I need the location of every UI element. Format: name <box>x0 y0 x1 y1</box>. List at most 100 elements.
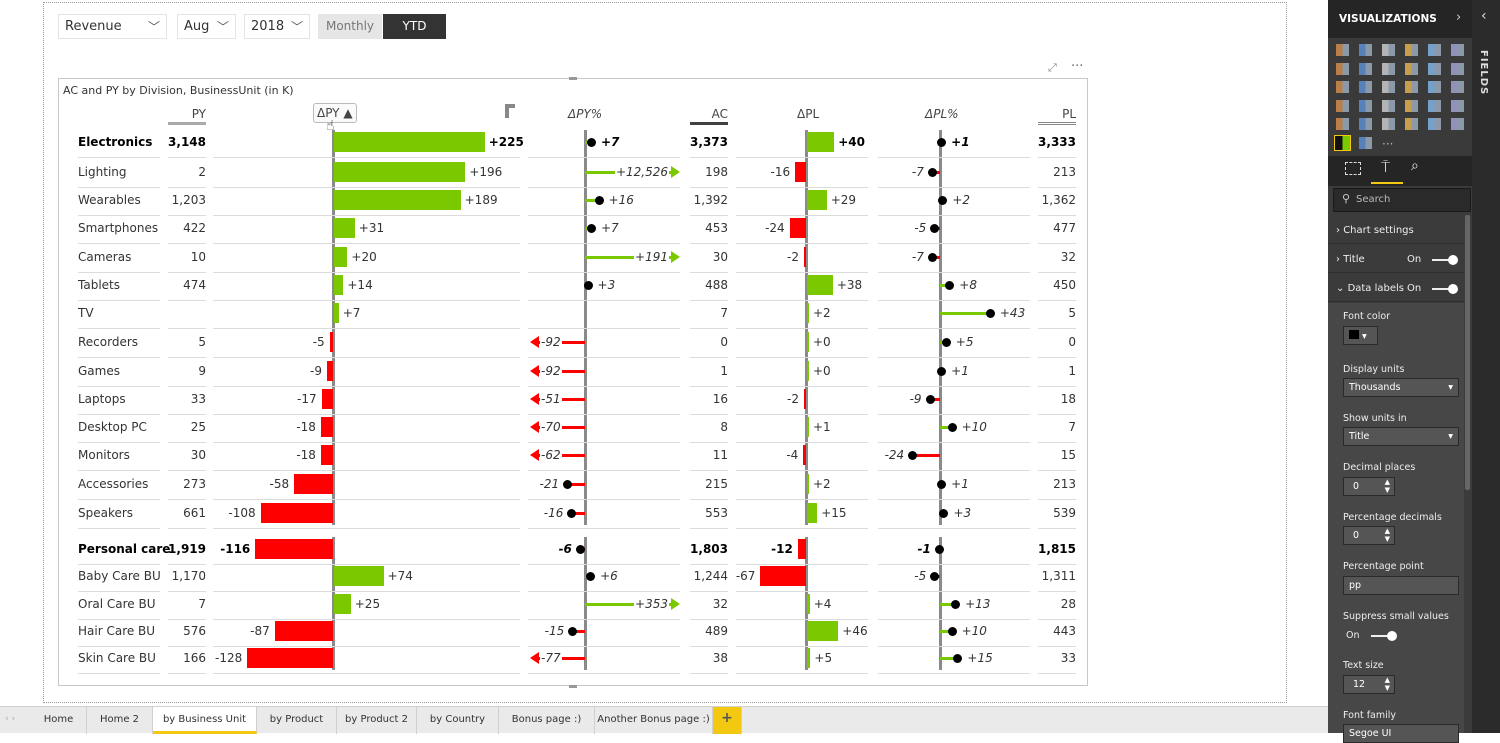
visual-type-icon[interactable] <box>1428 62 1441 75</box>
dpy-pct-pin-line[interactable] <box>585 256 672 259</box>
dpl-pct-pin-dot[interactable] <box>941 338 951 347</box>
dpl-pct-pin-dot[interactable] <box>930 224 940 233</box>
dpl-bar[interactable] <box>789 218 806 238</box>
dpl-bar[interactable] <box>807 132 835 152</box>
scroll-tabs-left-icon[interactable]: ‹ › <box>5 714 16 724</box>
dpl-pct-pin-dot[interactable] <box>951 600 961 609</box>
monthly-button[interactable]: Monthly <box>318 14 382 39</box>
page-tab[interactable]: Home 2 <box>87 707 153 734</box>
visual-type-icon[interactable] <box>1428 44 1441 56</box>
dpl-pct-pin-dot[interactable] <box>927 253 937 262</box>
dpy-pct-pin-dot[interactable] <box>575 545 585 554</box>
stepper-arrows-icon[interactable]: ▲ ▼ <box>1384 478 1390 494</box>
dpl-pct-pin-dot[interactable] <box>927 168 937 177</box>
visual-type-icon[interactable] <box>1336 99 1349 112</box>
resize-handle[interactable] <box>569 685 577 688</box>
section-chart-settings[interactable]: › Chart settings <box>1328 216 1464 244</box>
font-color-picker[interactable]: ▾ <box>1343 326 1378 345</box>
dpy-pct-pin-dot[interactable] <box>586 224 596 233</box>
row-name[interactable]: Lighting <box>78 165 127 179</box>
dpl-bar[interactable] <box>807 190 827 210</box>
dpl-bar[interactable] <box>797 539 806 559</box>
month-slicer[interactable]: Aug ﹀ <box>177 14 236 39</box>
header-py[interactable]: PY <box>168 107 206 125</box>
dpl-bar[interactable] <box>807 361 809 381</box>
row-name[interactable]: Games <box>78 364 120 378</box>
data-labels-toggle[interactable] <box>1432 284 1458 294</box>
dpy-bar[interactable] <box>321 389 333 409</box>
focus-mode-icon[interactable]: ⤢ <box>1048 61 1057 74</box>
dpy-bar[interactable] <box>255 539 333 559</box>
dpl-bar[interactable] <box>807 417 809 437</box>
visual-type-icon[interactable] <box>1451 44 1464 56</box>
dpy-pct-pin-dot[interactable] <box>567 509 577 518</box>
visual-type-icon[interactable] <box>1359 99 1372 112</box>
visual-type-icon[interactable] <box>1382 118 1395 130</box>
visual-type-icon[interactable] <box>1451 99 1464 112</box>
header-dpy-pct[interactable]: ΔPY% <box>568 107 603 121</box>
row-name[interactable]: Baby Care BU <box>78 569 161 583</box>
row-name[interactable]: Wearables <box>78 193 141 207</box>
dpl-bar[interactable] <box>795 162 806 182</box>
visual-type-icon[interactable] <box>1359 81 1372 93</box>
pct-decimals-stepper[interactable]: 0 ▲ ▼ <box>1343 526 1395 545</box>
dpl-pct-pin-dot[interactable] <box>937 138 947 147</box>
dpl-pct-pin-dot[interactable] <box>908 451 918 460</box>
dpl-pct-pin-line[interactable] <box>940 312 990 315</box>
header-dpl[interactable]: ΔPL <box>797 107 820 121</box>
dpl-bar[interactable] <box>807 474 809 494</box>
row-name[interactable]: Cameras <box>78 250 132 264</box>
row-name[interactable]: Electronics <box>78 135 153 149</box>
dpl-pct-pin-dot[interactable] <box>985 309 995 318</box>
year-slicer[interactable]: 2018 ﹀ <box>244 14 310 39</box>
suppress-toggle[interactable] <box>1371 631 1397 641</box>
dpy-bar[interactable] <box>247 648 333 668</box>
dpl-pct-pin-dot[interactable] <box>937 367 947 376</box>
row-name[interactable]: Hair Care BU <box>78 624 156 638</box>
dpl-bar[interactable] <box>807 648 811 668</box>
dpl-pct-pin-dot[interactable] <box>937 480 947 489</box>
row-name[interactable]: Personal care <box>78 542 171 556</box>
visual-type-icon[interactable] <box>1405 44 1418 56</box>
dpy-bar[interactable] <box>334 275 344 295</box>
row-name[interactable]: Recorders <box>78 335 139 349</box>
page-tab[interactable]: Home <box>31 707 87 734</box>
fields-tab-icon[interactable] <box>1345 162 1361 175</box>
dpl-bar[interactable] <box>803 445 806 465</box>
header-pl[interactable]: PL <box>1038 107 1076 125</box>
dpl-bar[interactable] <box>804 389 806 409</box>
dpl-bar[interactable] <box>807 594 810 614</box>
dpy-bar[interactable] <box>329 332 333 352</box>
dpy-bar[interactable] <box>274 621 333 641</box>
dpl-pct-pin-line[interactable] <box>940 630 952 633</box>
dpy-bar[interactable] <box>334 218 355 238</box>
visual-type-icon[interactable] <box>1359 44 1372 56</box>
page-tab[interactable]: Another Bonus page :) <box>595 707 713 734</box>
dpl-pct-pin-line[interactable] <box>940 284 950 287</box>
visual-type-icon[interactable] <box>1382 81 1395 93</box>
visual-type-icon[interactable] <box>1405 99 1418 112</box>
visual-type-icon[interactable] <box>1336 118 1349 130</box>
dpy-bar[interactable] <box>334 132 485 152</box>
visual-type-icon[interactable] <box>1451 62 1464 75</box>
dpy-pct-pin-dot[interactable] <box>563 480 573 489</box>
dpy-bar[interactable] <box>260 503 333 523</box>
dpy-pct-pin-line[interactable] <box>572 630 585 633</box>
dpy-pct-pin-dot[interactable] <box>586 572 596 581</box>
dpl-bar[interactable] <box>807 503 818 523</box>
font-family-select[interactable]: Segoe UI <box>1343 724 1459 743</box>
visual-type-icon[interactable] <box>1451 118 1464 130</box>
dpl-pct-pin-line[interactable] <box>929 398 940 401</box>
header-dpy-sort-button[interactable]: ΔPY ▲ <box>313 103 357 123</box>
dpy-pct-pin-dot[interactable] <box>583 281 593 290</box>
dpl-pct-pin-line[interactable] <box>940 426 952 429</box>
fields-pane-collapsed[interactable]: ‹ FIELDS <box>1472 0 1500 733</box>
row-name[interactable]: Laptops <box>78 392 126 406</box>
visual-type-icon[interactable] <box>1336 62 1349 75</box>
visual-type-icon[interactable] <box>1428 81 1441 93</box>
dpy-bar[interactable] <box>320 445 333 465</box>
row-name[interactable]: Tablets <box>78 278 120 292</box>
visual-type-icon[interactable] <box>1382 99 1395 112</box>
text-size-stepper[interactable]: 12 ▲ ▼ <box>1343 675 1395 694</box>
page-tab[interactable]: by Country <box>417 707 499 734</box>
